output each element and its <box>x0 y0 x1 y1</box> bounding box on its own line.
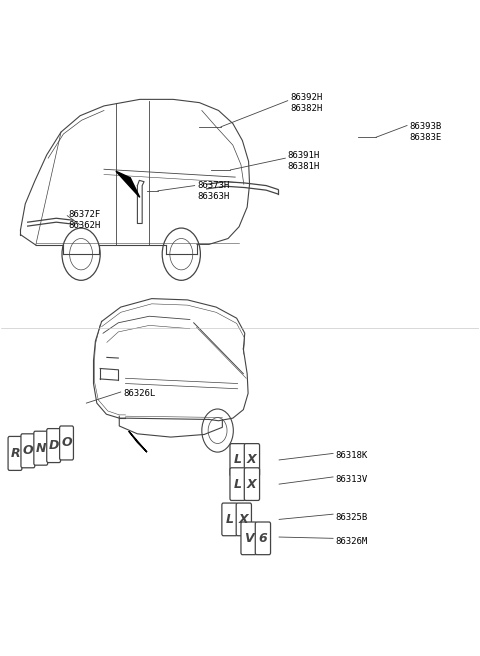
Text: L: L <box>234 478 241 491</box>
Text: V: V <box>244 532 253 545</box>
Text: 86326M: 86326M <box>336 537 368 546</box>
Polygon shape <box>116 171 140 197</box>
FancyBboxPatch shape <box>222 503 237 536</box>
Text: 86318K: 86318K <box>336 451 368 460</box>
Text: X: X <box>247 478 257 491</box>
FancyBboxPatch shape <box>236 503 252 536</box>
FancyBboxPatch shape <box>244 468 260 501</box>
Text: R: R <box>11 447 20 460</box>
Text: L: L <box>226 513 233 526</box>
FancyBboxPatch shape <box>241 522 256 555</box>
Text: L: L <box>234 453 241 466</box>
FancyBboxPatch shape <box>60 426 73 460</box>
Text: 86373H
86363H: 86373H 86363H <box>197 181 229 201</box>
FancyBboxPatch shape <box>21 434 35 468</box>
FancyBboxPatch shape <box>255 522 271 555</box>
Text: N: N <box>36 441 46 455</box>
Text: 86325B: 86325B <box>336 513 368 522</box>
Text: 86392H
86382H: 86392H 86382H <box>290 92 323 113</box>
FancyBboxPatch shape <box>34 431 48 465</box>
Polygon shape <box>129 431 147 452</box>
FancyBboxPatch shape <box>47 428 60 462</box>
FancyBboxPatch shape <box>8 436 22 470</box>
FancyBboxPatch shape <box>244 443 260 476</box>
Text: X: X <box>247 453 257 466</box>
Text: 6: 6 <box>259 532 267 545</box>
Text: 86393B
86383E: 86393B 86383E <box>409 122 442 142</box>
FancyBboxPatch shape <box>230 468 245 501</box>
Text: 86391H
86381H: 86391H 86381H <box>288 152 320 171</box>
Text: X: X <box>239 513 249 526</box>
FancyBboxPatch shape <box>230 443 245 476</box>
Text: O: O <box>61 436 72 449</box>
Text: 86313V: 86313V <box>336 475 368 484</box>
Text: D: D <box>48 439 59 452</box>
Text: 86326L: 86326L <box>123 389 156 398</box>
Text: 86372F
86362H: 86372F 86362H <box>68 210 100 230</box>
Text: O: O <box>23 444 34 457</box>
